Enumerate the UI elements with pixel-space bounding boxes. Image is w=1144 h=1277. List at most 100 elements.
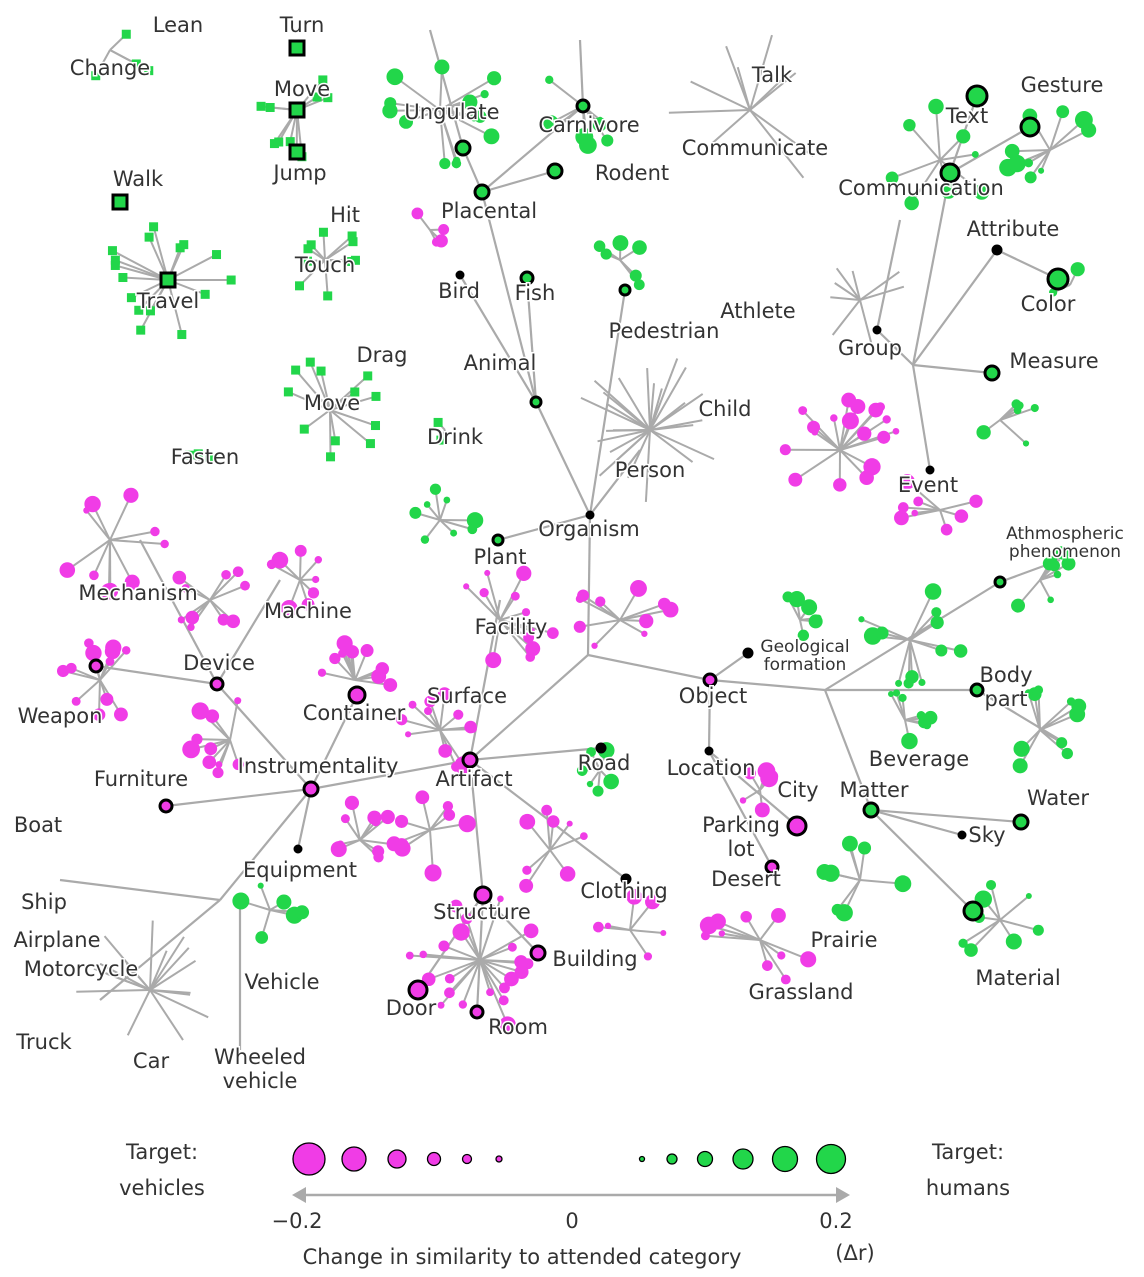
edge bbox=[794, 449, 841, 481]
node bbox=[882, 415, 891, 424]
node bbox=[444, 987, 455, 999]
node bbox=[294, 544, 307, 557]
edge bbox=[823, 689, 873, 811]
node bbox=[592, 785, 604, 797]
node bbox=[953, 644, 968, 658]
node-label: Group bbox=[838, 336, 902, 360]
node-label: City bbox=[777, 778, 818, 802]
edge bbox=[469, 654, 589, 761]
edge bbox=[99, 899, 221, 1001]
node bbox=[633, 279, 645, 291]
edge bbox=[479, 959, 522, 973]
node-label: Machine bbox=[264, 599, 352, 623]
node bbox=[782, 591, 794, 603]
edge bbox=[468, 599, 502, 761]
node-label: Wheeled bbox=[214, 1045, 306, 1069]
node bbox=[415, 790, 430, 805]
node bbox=[899, 474, 915, 490]
hub-node bbox=[983, 364, 1001, 382]
node-label: Building bbox=[552, 947, 637, 971]
node bbox=[1048, 559, 1060, 572]
node-label: Carnivore bbox=[538, 113, 639, 137]
edge bbox=[486, 572, 501, 621]
legend-swatch bbox=[666, 1153, 678, 1165]
edge bbox=[607, 924, 631, 931]
node bbox=[484, 569, 491, 577]
node bbox=[443, 809, 456, 821]
edge bbox=[742, 789, 761, 802]
node bbox=[437, 1001, 445, 1009]
edge bbox=[109, 539, 134, 583]
edge bbox=[908, 124, 941, 161]
node bbox=[875, 402, 886, 412]
node bbox=[234, 697, 242, 705]
edge bbox=[310, 694, 358, 790]
node bbox=[1049, 288, 1058, 297]
node bbox=[411, 207, 424, 220]
node bbox=[641, 630, 648, 637]
node bbox=[458, 1000, 468, 1009]
node bbox=[577, 589, 590, 602]
node bbox=[434, 59, 450, 75]
edge bbox=[605, 402, 651, 431]
node bbox=[91, 71, 101, 81]
node bbox=[149, 222, 159, 232]
node bbox=[895, 679, 903, 687]
hub-node bbox=[1046, 267, 1070, 291]
edge bbox=[1039, 579, 1052, 601]
node bbox=[450, 529, 458, 537]
node bbox=[466, 512, 484, 529]
node-label: Communication bbox=[838, 176, 1004, 200]
node bbox=[451, 761, 462, 772]
node-label: Turn bbox=[279, 13, 325, 37]
edge bbox=[309, 361, 331, 411]
node-label: Pedestrian bbox=[609, 319, 720, 343]
edge bbox=[545, 810, 551, 851]
edge bbox=[149, 989, 209, 1019]
hub-node bbox=[293, 844, 303, 854]
hub-node bbox=[473, 183, 491, 201]
node-label: Walk bbox=[113, 167, 164, 191]
legend-tick: −0.2 bbox=[272, 1209, 323, 1233]
edge bbox=[167, 279, 183, 335]
edge bbox=[629, 929, 649, 957]
node bbox=[217, 613, 230, 626]
edge bbox=[708, 750, 773, 868]
node bbox=[754, 802, 770, 818]
node bbox=[318, 75, 328, 85]
hub-node bbox=[764, 859, 780, 875]
node bbox=[449, 899, 463, 913]
node bbox=[935, 644, 948, 657]
node bbox=[875, 626, 889, 640]
node bbox=[458, 815, 476, 833]
node bbox=[604, 922, 612, 929]
edge bbox=[479, 930, 532, 961]
node bbox=[396, 714, 408, 726]
edge bbox=[859, 285, 905, 301]
edge bbox=[149, 947, 190, 991]
edge bbox=[149, 936, 185, 991]
node bbox=[185, 610, 200, 625]
node bbox=[317, 668, 327, 677]
legend-swatch bbox=[815, 1143, 847, 1175]
edge bbox=[831, 299, 861, 336]
node bbox=[373, 852, 384, 863]
hub-node bbox=[529, 944, 547, 962]
node bbox=[612, 235, 629, 251]
edge bbox=[970, 919, 1001, 951]
hub-node bbox=[88, 658, 104, 674]
edge bbox=[76, 989, 151, 993]
node bbox=[144, 66, 154, 76]
edge bbox=[149, 959, 197, 991]
node bbox=[1032, 924, 1044, 936]
edge bbox=[209, 584, 246, 601]
edge bbox=[461, 959, 481, 1005]
edge bbox=[216, 683, 312, 790]
node bbox=[212, 767, 224, 779]
node bbox=[541, 804, 553, 816]
node bbox=[930, 615, 944, 630]
node-label: Bird bbox=[438, 279, 480, 303]
node-label: Plant bbox=[474, 545, 527, 569]
node bbox=[383, 678, 398, 692]
